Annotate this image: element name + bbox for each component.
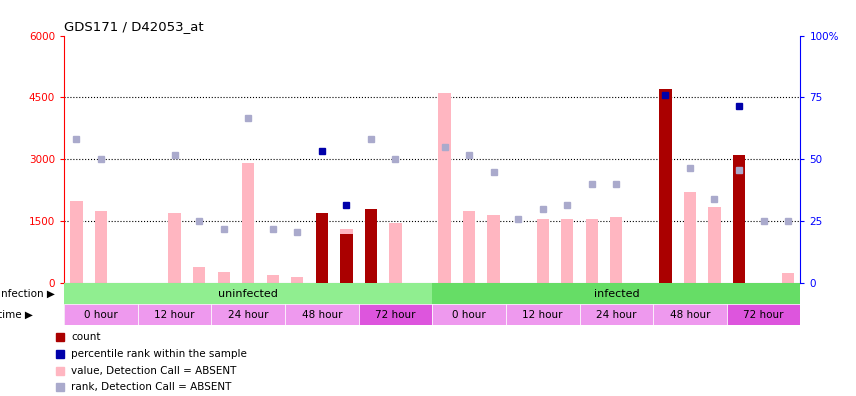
Bar	[684, 192, 696, 283]
Bar	[316, 213, 328, 283]
Bar	[586, 219, 597, 283]
Text: 24 hour: 24 hour	[596, 310, 637, 320]
Text: value, Detection Call = ABSENT: value, Detection Call = ABSENT	[71, 366, 236, 375]
Bar	[733, 215, 745, 283]
Bar	[610, 217, 622, 283]
Bar	[64, 304, 138, 325]
Bar	[708, 207, 721, 283]
Text: 72 hour: 72 hour	[743, 310, 784, 320]
Text: time ▶: time ▶	[0, 310, 33, 320]
Bar	[432, 283, 800, 304]
Text: uninfected: uninfected	[218, 289, 278, 299]
Text: 72 hour: 72 hour	[375, 310, 416, 320]
Text: GDS171 / D42053_at: GDS171 / D42053_at	[64, 20, 204, 33]
Text: percentile rank within the sample: percentile rank within the sample	[71, 349, 247, 359]
Bar	[506, 304, 580, 325]
Bar	[438, 93, 450, 283]
Text: 48 hour: 48 hour	[669, 310, 710, 320]
Bar	[365, 209, 377, 283]
Text: 48 hour: 48 hour	[301, 310, 342, 320]
Bar	[193, 267, 205, 283]
Bar	[580, 304, 653, 325]
Text: 0 hour: 0 hour	[452, 310, 486, 320]
Bar	[561, 219, 574, 283]
Bar	[64, 283, 432, 304]
Text: 0 hour: 0 hour	[84, 310, 118, 320]
Bar	[359, 304, 432, 325]
Bar	[389, 223, 401, 283]
Bar	[169, 213, 181, 283]
Bar	[70, 201, 82, 283]
Bar	[782, 273, 794, 283]
Bar	[340, 234, 353, 283]
Text: 24 hour: 24 hour	[228, 310, 269, 320]
Bar	[138, 304, 211, 325]
Text: count: count	[71, 332, 100, 342]
Bar	[487, 215, 500, 283]
Bar	[653, 304, 727, 325]
Bar	[242, 164, 254, 283]
Bar	[432, 304, 506, 325]
Bar	[340, 229, 353, 283]
Bar	[463, 211, 475, 283]
Bar	[365, 209, 377, 283]
Text: 12 hour: 12 hour	[522, 310, 563, 320]
Text: infection ▶: infection ▶	[0, 289, 55, 299]
Text: infected: infected	[593, 289, 639, 299]
Text: rank, Detection Call = ABSENT: rank, Detection Call = ABSENT	[71, 383, 231, 392]
Bar	[95, 211, 107, 283]
Bar	[291, 277, 303, 283]
Bar	[266, 275, 279, 283]
Bar	[537, 219, 549, 283]
Text: 12 hour: 12 hour	[154, 310, 195, 320]
Bar	[659, 89, 671, 283]
Bar	[217, 272, 229, 283]
Bar	[733, 155, 745, 283]
Bar	[727, 304, 800, 325]
Bar	[211, 304, 285, 325]
Bar	[285, 304, 359, 325]
